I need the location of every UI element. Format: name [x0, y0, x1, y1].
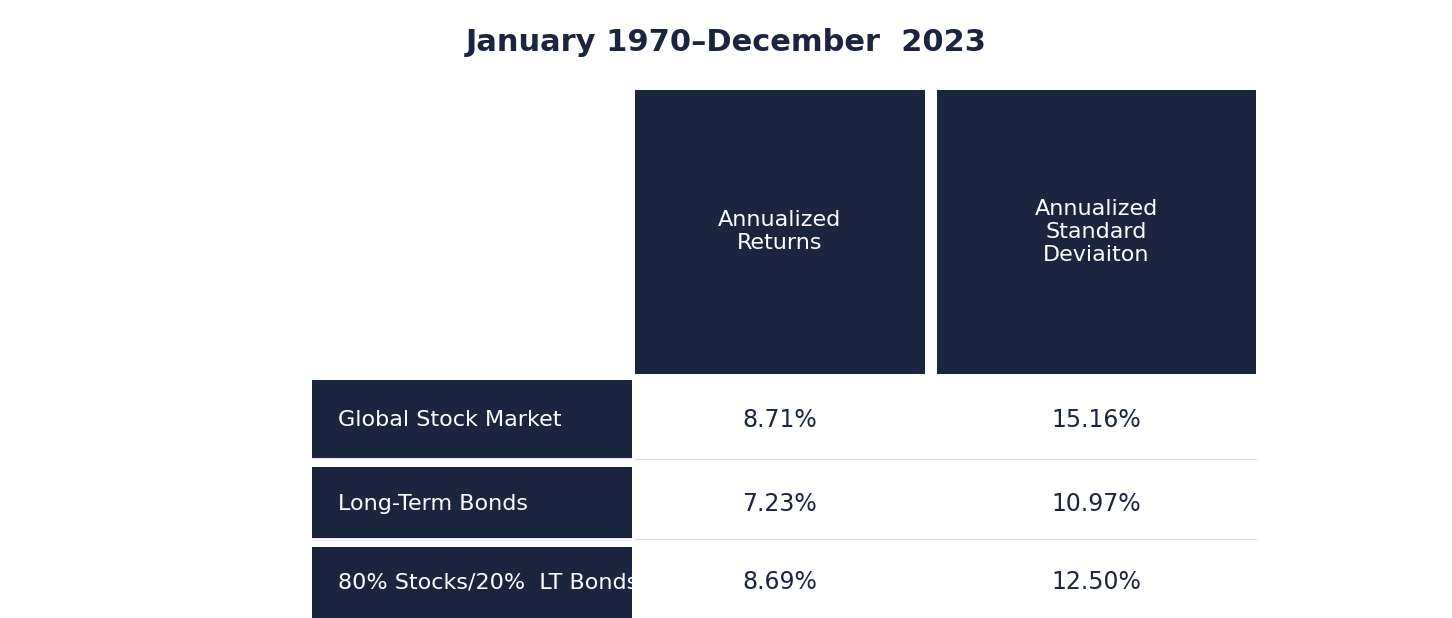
Text: 10.97%: 10.97%: [1051, 492, 1141, 515]
Text: Long-Term Bonds: Long-Term Bonds: [338, 494, 529, 514]
Text: 15.16%: 15.16%: [1051, 408, 1141, 432]
Text: 8.69%: 8.69%: [742, 570, 817, 595]
Text: 8.71%: 8.71%: [742, 408, 817, 432]
Text: January 1970–December  2023: January 1970–December 2023: [466, 28, 986, 57]
Text: 12.50%: 12.50%: [1051, 570, 1141, 595]
Text: Global Stock Market: Global Stock Market: [338, 410, 562, 430]
Text: Annualized
Standard
Deviaiton: Annualized Standard Deviaiton: [1035, 198, 1157, 265]
Text: Annualized
Returns: Annualized Returns: [719, 210, 841, 253]
Text: 7.23%: 7.23%: [742, 492, 817, 515]
Text: 80% Stocks/20%  LT Bonds: 80% Stocks/20% LT Bonds: [338, 572, 639, 593]
